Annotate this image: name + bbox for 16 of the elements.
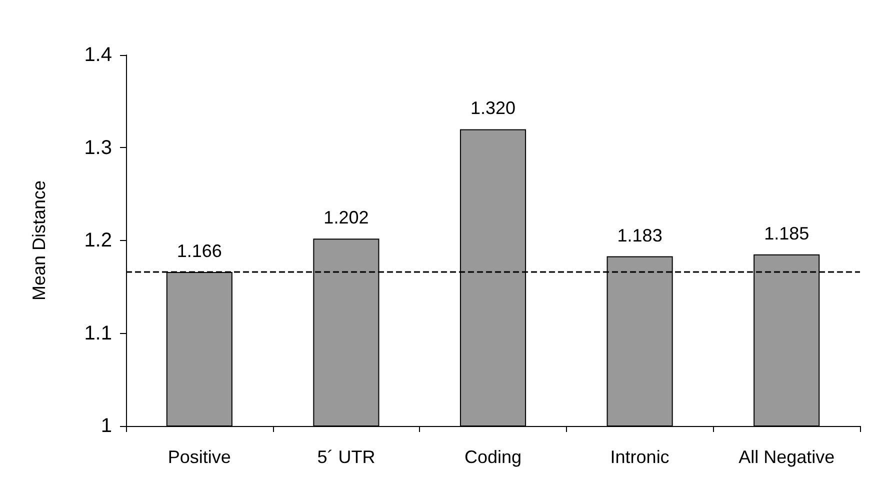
data-label: 1.183 xyxy=(617,225,662,246)
y-axis-title: Mean Distance xyxy=(29,180,49,301)
data-label: 1.166 xyxy=(176,241,222,262)
y-tick-label: 1.4 xyxy=(84,44,112,66)
y-tick-label: 1 xyxy=(100,415,112,437)
data-label: 1.320 xyxy=(470,98,516,118)
y-tick-label: 1.3 xyxy=(84,136,112,159)
x-tick-label: Coding xyxy=(464,447,522,467)
data-label: 1.202 xyxy=(324,208,369,228)
data-label: 1.185 xyxy=(764,223,810,244)
x-tick-label: Intronic xyxy=(610,447,670,467)
x-tick-label: 5´ UTR xyxy=(317,447,376,467)
y-tick-label: 1.2 xyxy=(84,230,112,252)
y-tick-label: 1.1 xyxy=(84,322,112,344)
x-tick-label: Positive xyxy=(168,447,231,467)
x-tick-label: All Negative xyxy=(738,447,835,467)
